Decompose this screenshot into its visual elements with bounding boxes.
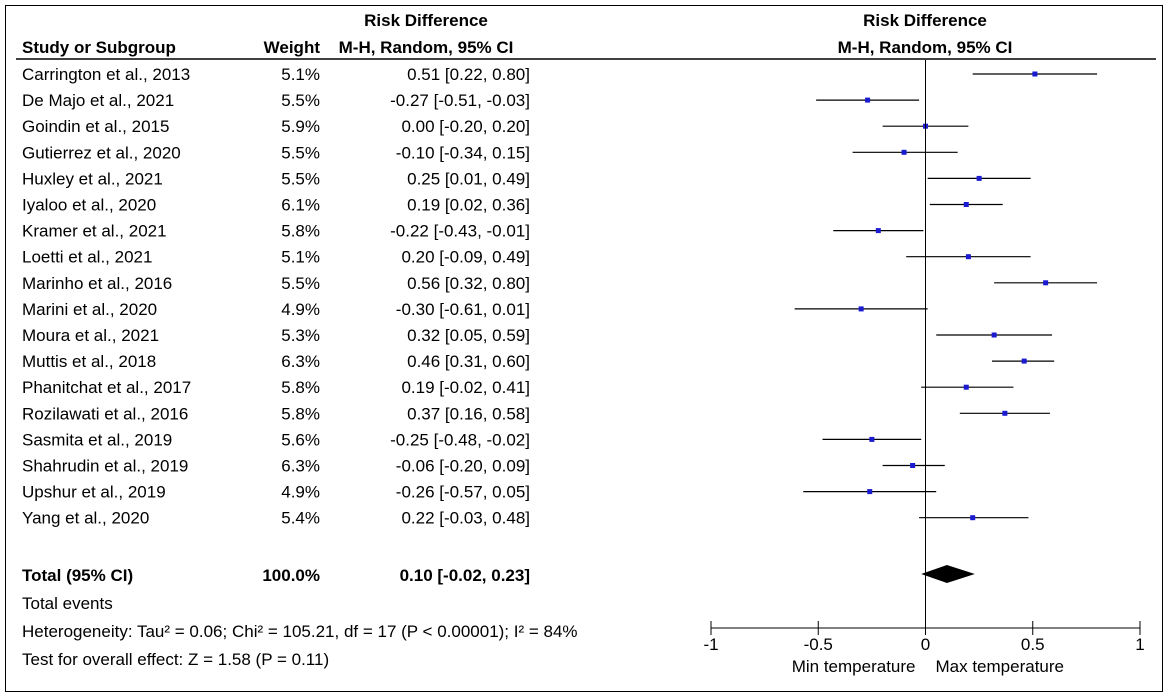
- study-name: Phanitchat et al., 2017: [22, 378, 191, 397]
- study-weight: 5.9%: [281, 117, 320, 136]
- study-ci: 0.19 [0.02, 0.36]: [407, 196, 530, 215]
- study-name: Loetti et al., 2021: [22, 248, 152, 267]
- study-ci: -0.27 [-0.51, -0.03]: [390, 91, 530, 110]
- point-estimate: [858, 306, 864, 312]
- point-estimate: [910, 463, 916, 468]
- point-estimate: [1002, 410, 1008, 416]
- study-ci: 0.00 [-0.20, 0.20]: [401, 117, 530, 136]
- study-name: Yang et al., 2020: [22, 509, 149, 528]
- study-ci: 0.20 [-0.09, 0.49]: [401, 248, 530, 267]
- x-label-right: Max temperature: [936, 657, 1065, 676]
- study-name: Upshur et al., 2019: [22, 483, 166, 502]
- study-name: Rozilawati et al., 2016: [22, 404, 188, 423]
- study-name: Sasmita et al., 2019: [22, 430, 172, 449]
- point-estimate: [901, 149, 907, 155]
- study-weight: 5.8%: [281, 404, 320, 423]
- study-ci: -0.25 [-0.48, -0.02]: [390, 430, 530, 449]
- study-name: Marinho et al., 2016: [22, 274, 172, 293]
- point-estimate: [875, 228, 881, 234]
- study-weight: 6.3%: [281, 352, 320, 371]
- study-name: De Majo et al., 2021: [22, 91, 174, 110]
- col1-header: Study or Subgroup: [22, 38, 176, 57]
- study-ci: 0.19 [-0.02, 0.41]: [401, 378, 530, 397]
- total-weight: 100.0%: [262, 566, 320, 585]
- study-ci: 0.32 [0.05, 0.59]: [407, 326, 530, 345]
- study-ci: -0.22 [-0.43, -0.01]: [390, 222, 530, 241]
- study-ci: -0.06 [-0.20, 0.09]: [396, 457, 530, 476]
- study-weight: 5.3%: [281, 326, 320, 345]
- study-ci: -0.30 [-0.61, 0.01]: [396, 300, 530, 319]
- study-name: Goindin et al., 2015: [22, 117, 169, 136]
- plot-header-bottom: M-H, Random, 95% CI: [838, 38, 1013, 57]
- x-label-left: Min temperature: [792, 657, 916, 676]
- study-weight: 5.4%: [281, 509, 320, 528]
- point-estimate: [976, 175, 982, 181]
- study-ci: -0.10 [-0.34, 0.15]: [396, 143, 530, 162]
- point-estimate: [1043, 280, 1049, 286]
- x-tick-label: -0.5: [804, 635, 833, 654]
- total-ci: 0.10 [-0.02, 0.23]: [400, 566, 530, 585]
- point-estimate: [965, 254, 971, 260]
- heterogeneity-text: Heterogeneity: Tau² = 0.06; Chi² = 105.2…: [22, 622, 578, 641]
- study-ci: 0.37 [0.16, 0.58]: [407, 404, 530, 423]
- study-weight: 5.5%: [281, 91, 320, 110]
- total-label: Total (95% CI): [22, 566, 133, 585]
- pooled-diamond: [921, 565, 975, 583]
- study-weight: 5.1%: [281, 248, 320, 267]
- study-ci: 0.46 [0.31, 0.60]: [407, 352, 530, 371]
- point-estimate: [869, 436, 875, 442]
- study-ci: 0.25 [0.01, 0.49]: [407, 169, 530, 188]
- plot-area: -1 -0.5 0 0.5 1 Min temperature Max temperatur…: [703, 60, 1145, 676]
- point-estimate: [970, 515, 976, 521]
- study-ci: 0.51 [0.22, 0.80]: [407, 65, 530, 84]
- point-estimate: [867, 489, 873, 495]
- study-weight: 6.1%: [281, 196, 320, 215]
- point-estimate: [865, 97, 871, 103]
- study-weight: 5.8%: [281, 378, 320, 397]
- point-estimate: [991, 332, 997, 338]
- x-tick-label: 0: [921, 635, 930, 654]
- study-weight: 5.8%: [281, 222, 320, 241]
- point-estimate: [963, 384, 969, 390]
- point-estimate: [1032, 71, 1038, 77]
- plot-header-top: Risk Difference: [863, 11, 987, 30]
- study-weight: 5.1%: [281, 65, 320, 84]
- study-name: Marini et al., 2020: [22, 300, 157, 319]
- study-weight: 5.5%: [281, 274, 320, 293]
- study-name: Muttis et al., 2018: [22, 352, 156, 371]
- study-ci: 0.22 [-0.03, 0.48]: [401, 509, 530, 528]
- col3-header-top: Risk Difference: [364, 11, 488, 30]
- study-name: Iyaloo et al., 2020: [22, 196, 156, 215]
- study-weight: 5.5%: [281, 143, 320, 162]
- overall-effect-text: Test for overall effect: Z = 1.58 (P = 0…: [22, 650, 329, 669]
- study-name: Huxley et al., 2021: [22, 169, 163, 188]
- total-events: Total events: [22, 594, 113, 613]
- study-ci: -0.26 [-0.57, 0.05]: [396, 483, 530, 502]
- point-estimate: [963, 202, 969, 207]
- study-name: Kramer et al., 2021: [22, 222, 167, 241]
- study-weight: 4.9%: [281, 483, 320, 502]
- col3-header-bottom: M-H, Random, 95% CI: [339, 38, 514, 57]
- study-weight: 5.5%: [281, 169, 320, 188]
- study-weight: 5.6%: [281, 430, 320, 449]
- col2-header: Weight: [264, 38, 321, 57]
- study-weight: 6.3%: [281, 457, 320, 476]
- study-name: Carrington et al., 2013: [22, 65, 190, 84]
- study-ci: 0.56 [0.32, 0.80]: [407, 274, 530, 293]
- study-weight: 4.9%: [281, 300, 320, 319]
- figure-frame: [5, 5, 1163, 692]
- study-name: Gutierrez et al., 2020: [22, 143, 181, 162]
- point-estimate: [1021, 358, 1027, 364]
- study-rows: Carrington et al., 2013 5.1% 0.51 [0.22, 0…: [22, 65, 530, 528]
- x-tick-label: -1: [703, 635, 718, 654]
- x-tick-label: 1: [1135, 635, 1144, 654]
- study-name: Shahrudin et al., 2019: [22, 457, 188, 476]
- x-tick-label: 0.5: [1021, 635, 1045, 654]
- study-name: Moura et al., 2021: [22, 326, 159, 345]
